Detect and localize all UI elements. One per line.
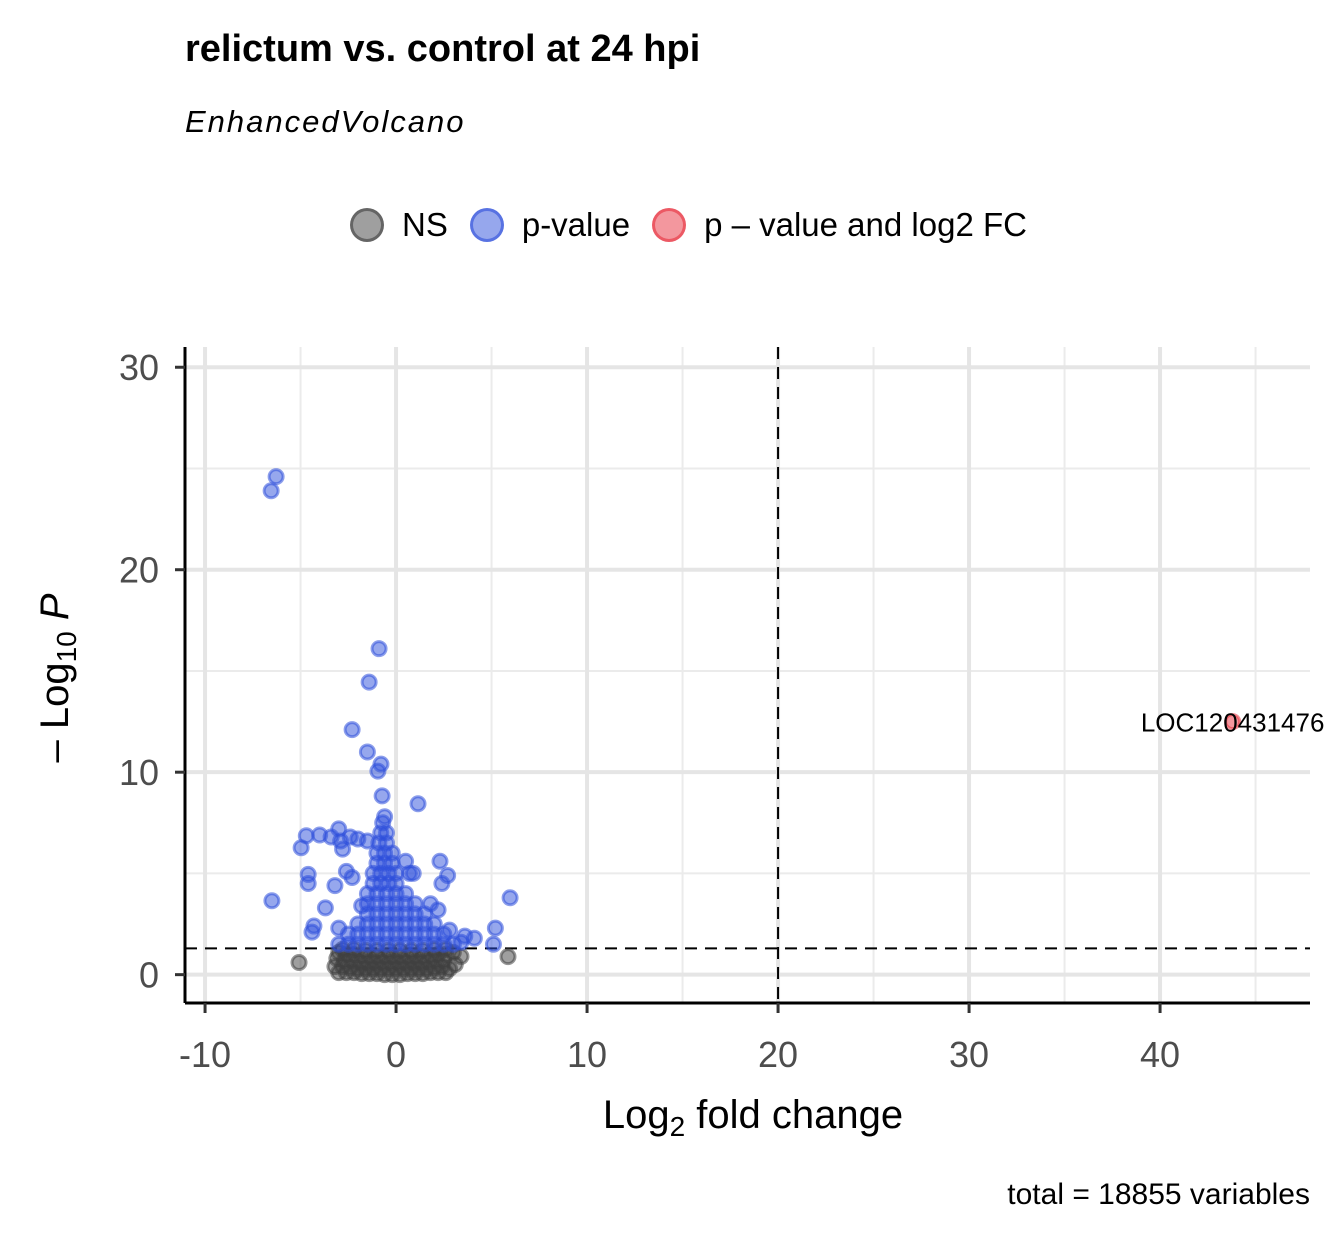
point-p-value xyxy=(370,640,388,658)
x-tick-label: 0 xyxy=(386,1034,406,1075)
x-tick-label: 10 xyxy=(567,1034,607,1075)
point-p-value xyxy=(486,919,504,937)
point-p-value xyxy=(465,929,483,947)
point-p-value xyxy=(429,901,447,919)
legend-key-ns xyxy=(350,208,384,242)
point-p-value xyxy=(322,828,340,846)
point-p-value xyxy=(358,743,376,761)
legend-item-pvalue-fc: p – value and log2 FC xyxy=(652,206,1027,244)
point-p-value-and-log2-fc xyxy=(1224,713,1242,731)
point-p-value xyxy=(425,915,443,933)
chart-subtitle: EnhancedVolcano xyxy=(185,104,466,139)
point-p-value xyxy=(369,762,387,780)
legend-item-ns: NS xyxy=(350,206,448,244)
y-tick-label: 0 xyxy=(139,955,159,996)
y-tick-label: 30 xyxy=(119,347,159,388)
x-tick-label: 30 xyxy=(949,1034,989,1075)
point-p-value xyxy=(292,839,310,857)
point-p-value xyxy=(397,885,415,903)
point-ns xyxy=(499,948,517,966)
point-p-value xyxy=(262,482,280,500)
legend-key-pvalue xyxy=(469,208,504,242)
x-tick-label: 20 xyxy=(758,1034,798,1075)
legend-key-pvalue-fc xyxy=(652,208,687,242)
point-p-value xyxy=(484,935,502,953)
point-p-value xyxy=(416,905,434,923)
point-p-value xyxy=(267,468,285,486)
axes: -10 0 10 20 30 40 0 10 20 30 xyxy=(119,347,1310,1075)
point-labels: LOC120431476 xyxy=(1141,708,1325,738)
point-p-value xyxy=(303,923,321,941)
point-ns xyxy=(290,954,308,972)
point-p-value xyxy=(316,899,334,917)
x-axis-title: Log2 fold change xyxy=(603,1093,903,1142)
point-p-value xyxy=(439,866,457,884)
point-p-value xyxy=(406,895,424,913)
point-p-value xyxy=(431,852,449,870)
point-p-value xyxy=(501,889,519,907)
x-tick-label: 40 xyxy=(1140,1034,1180,1075)
point-p-value xyxy=(263,892,281,910)
legend-label-pvalue: p-value xyxy=(521,206,631,243)
data-points xyxy=(262,468,1242,984)
point-p-value xyxy=(376,808,394,826)
point-p-value xyxy=(444,935,462,953)
caption: total = 18855 variables xyxy=(1007,1178,1310,1211)
point-p-value xyxy=(435,925,453,943)
point-p-value xyxy=(373,787,391,805)
legend-label-ns: NS xyxy=(402,206,448,243)
legend-label-pvalue-fc: p – value and log2 FC xyxy=(704,206,1027,243)
legend: NS p-value p – value and log2 FC xyxy=(350,206,1049,244)
y-tick-label: 10 xyxy=(119,752,159,793)
point-p-value xyxy=(360,673,378,691)
legend-item-pvalue: p-value xyxy=(469,206,631,244)
point-p-value xyxy=(326,877,344,895)
point-p-value xyxy=(404,864,422,882)
point-label: LOC120431476 xyxy=(1141,708,1325,738)
point-p-value xyxy=(409,795,427,813)
point-p-value xyxy=(299,875,317,893)
y-tick-label: 20 xyxy=(119,550,159,591)
point-p-value xyxy=(343,721,361,739)
x-tick-label: -10 xyxy=(179,1034,231,1075)
point-p-value xyxy=(343,868,361,886)
chart-title: relictum vs. control at 24 hpi xyxy=(185,28,701,70)
y-axis-title: – Log10 P xyxy=(33,593,82,762)
